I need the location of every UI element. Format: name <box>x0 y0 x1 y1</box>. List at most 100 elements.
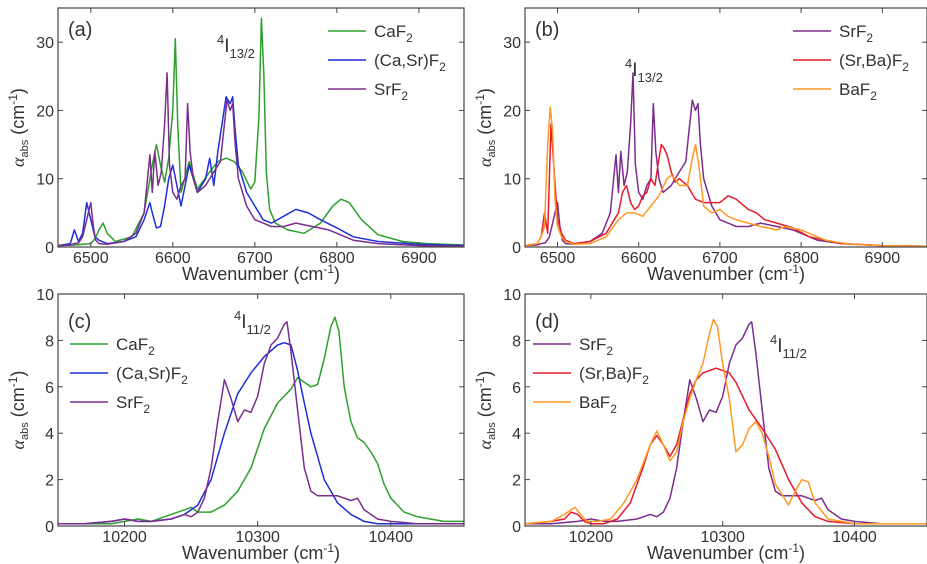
x-tick-label: 6600 <box>155 250 191 267</box>
annotation-sub: 11/2 <box>783 346 807 361</box>
legend-entry-label: (Sr,Ba)F <box>839 51 902 70</box>
x-axis-label: Wavenumber (cm-1) <box>647 541 805 563</box>
series-line-srf2 <box>58 72 464 247</box>
y-tick-label: 6 <box>45 380 54 397</box>
y-tick-label: 20 <box>36 103 54 120</box>
legend-entry-label: (Sr,Ba)F <box>579 364 642 383</box>
y-axis-label-sup: -1 <box>6 376 20 387</box>
x-tick-label: 10400 <box>369 529 414 546</box>
legend-entry: CaF2 <box>116 335 155 358</box>
legend-entry-sub: 2 <box>606 344 613 358</box>
series-line-srf2 <box>58 321 464 525</box>
legend-entry-label: BaF <box>839 80 870 99</box>
y-tick-label: 0 <box>45 240 54 257</box>
legend-entry-sub: 2 <box>148 344 155 358</box>
legend-entry: CaF2 <box>374 22 413 45</box>
legend-entry-label: SrF <box>374 80 401 99</box>
legend-entry-sub: 2 <box>642 373 649 387</box>
annotation-sub: 11/2 <box>247 322 271 337</box>
chart-panel-2: 6500 6600 6700 6800 6900 0 10 20 30 Wavenumber (c… <box>473 7 927 284</box>
legend-entry-label: CaF <box>374 22 406 41</box>
annotation-base: I <box>777 336 782 357</box>
y-axis-label-unit: (cm <box>475 387 495 422</box>
series-line--sr-ba-f2 <box>525 123 927 247</box>
x-axis-label-tail: ) <box>799 264 805 284</box>
plot-frame <box>524 293 927 527</box>
x-tick-label: 6900 <box>401 250 437 267</box>
x-tick-label: 6800 <box>783 250 819 267</box>
legend-entry-label: SrF <box>839 22 866 41</box>
y-tick-label: 10 <box>36 172 54 189</box>
x-axis-label-text: Wavenumber (cm <box>647 264 788 284</box>
series-line-caf2 <box>58 17 464 247</box>
x-tick-label: 6900 <box>865 250 901 267</box>
transition-annotation: 4I13/2 <box>217 32 255 61</box>
chart-panel-1: 6500 6600 6700 6800 6900 0 10 20 30 Wavenumber (c… <box>6 7 465 284</box>
series-line--sr-ba-f2 <box>525 367 927 525</box>
plot-frame <box>57 293 465 527</box>
y-axis-label: αabs (cm-1) <box>473 371 498 450</box>
y-axis-label-sub: abs <box>486 422 498 440</box>
legend-entry-sub: 2 <box>866 31 873 45</box>
y-tick-label: 20 <box>503 103 521 120</box>
annotation-sub: 13/2 <box>230 46 255 61</box>
legend-entry: (Sr,Ba)F2 <box>839 51 909 74</box>
x-tick-label: 10200 <box>102 529 147 546</box>
legend-entry: SrF2 <box>579 335 613 358</box>
x-axis-label-sup: -1 <box>323 541 334 555</box>
x-axis-label-text: Wavenumber (cm <box>182 264 323 284</box>
legend-entry: (Sr,Ba)F2 <box>579 364 649 387</box>
transition-annotation: 4I11/2 <box>234 308 271 337</box>
y-tick-label: 2 <box>45 473 54 490</box>
y-axis-label-sup: -1 <box>473 94 487 105</box>
y-axis-label: αabs (cm-1) <box>473 88 498 167</box>
y-tick-label: 30 <box>36 35 54 52</box>
y-tick-label: 4 <box>512 426 521 443</box>
plot-frame <box>57 7 465 248</box>
y-axis-label-symbol: α <box>475 439 495 449</box>
legend-entry-sub: 2 <box>143 402 150 416</box>
legend-entry-label: (Ca,Sr)F <box>116 364 181 383</box>
y-tick-label: 0 <box>512 519 521 536</box>
y-axis-label-unit: (cm <box>475 105 495 140</box>
y-axis-label-symbol: α <box>8 439 28 449</box>
legend-entry-sub: 2 <box>406 31 413 45</box>
legend-entry-sub: 2 <box>181 373 188 387</box>
y-tick-label: 0 <box>512 240 521 257</box>
series-line--ca-sr-f2 <box>58 96 464 247</box>
y-axis-label-tail: ) <box>475 88 495 94</box>
panel-label: (c) <box>68 311 91 333</box>
y-axis-label-symbol: α <box>475 157 495 167</box>
y-axis-label-unit: (cm <box>8 105 28 140</box>
y-tick-label: 10 <box>503 287 521 304</box>
series-line-baf2 <box>525 318 927 525</box>
y-axis-label-sub: abs <box>19 139 31 157</box>
legend-entry-label: SrF <box>579 335 606 354</box>
y-tick-label: 8 <box>512 333 521 350</box>
legend-entry: SrF2 <box>374 80 408 103</box>
annotation-sub: 13/2 <box>638 70 663 85</box>
x-axis-label-sup: -1 <box>323 262 334 276</box>
y-axis-label-tail: ) <box>475 371 495 377</box>
x-axis-label-sup: -1 <box>788 541 799 555</box>
y-axis-label-sup: -1 <box>6 94 20 105</box>
legend-entry-label: SrF <box>116 393 143 412</box>
legend-entry: BaF2 <box>839 80 877 103</box>
x-tick-label: 6800 <box>319 250 355 267</box>
transition-annotation: 4I13/2 <box>625 56 663 85</box>
x-axis-label-text: Wavenumber (cm <box>647 543 788 563</box>
y-tick-label: 4 <box>45 426 54 443</box>
x-tick-label: 10200 <box>569 529 614 546</box>
y-tick-label: 8 <box>45 333 54 350</box>
y-axis-label-unit: (cm <box>8 387 28 422</box>
legend-entry: BaF2 <box>579 393 617 416</box>
y-axis-label-sub: abs <box>486 139 498 157</box>
x-axis-label-tail: ) <box>334 264 340 284</box>
panel-label: (b) <box>535 19 559 41</box>
annotation-sup: 4 <box>625 56 632 71</box>
x-axis-label: Wavenumber (cm-1) <box>182 541 340 563</box>
y-axis-label-tail: ) <box>8 371 28 377</box>
y-tick-label: 30 <box>503 35 521 52</box>
